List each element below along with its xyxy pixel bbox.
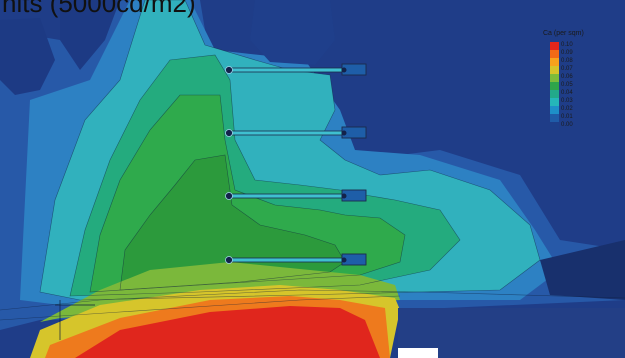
legend-title: Ca (per sqm)	[543, 30, 584, 37]
legend-tick-label: 0.10	[561, 42, 573, 48]
legend-swatch	[550, 74, 559, 82]
legend-tick-label: 0.09	[561, 50, 573, 56]
legend-tick-label: 0.01	[561, 114, 573, 120]
legend-tick-labels: 0.10 0.09 0.08 0.07 0.06 0.05 0.04 0.03 0.02 0.01…	[561, 41, 573, 129]
legend-swatch	[550, 50, 559, 58]
reference-guides	[55, 300, 95, 340]
legend-swatch	[550, 82, 559, 90]
legend-tick-label: 0.05	[561, 82, 573, 88]
luminaire-pole-right	[341, 67, 347, 73]
legend-tick-label: 0.03	[561, 98, 573, 104]
legend-swatch	[550, 66, 559, 74]
luminaire-pole-right	[341, 130, 347, 136]
luminaire-pole-left	[225, 256, 233, 264]
luminaire-bar	[231, 257, 345, 263]
legend-swatch	[550, 58, 559, 66]
contour-band-deep-blue-upper	[60, 0, 120, 70]
legend-swatch	[550, 114, 559, 122]
page-title: nits (5000cd/m2)	[2, 0, 196, 18]
isoline-inner	[119, 154, 346, 291]
isoline-teal	[69, 54, 461, 297]
legend-color-bar	[550, 42, 559, 130]
legend-tick-label: 0.07	[561, 66, 573, 72]
luminaire-row-2	[225, 126, 367, 139]
luminaire-pole-left	[225, 192, 233, 200]
isoline-floor-1	[0, 289, 625, 311]
legend-tick-label: 0.06	[561, 74, 573, 80]
luminaire-row-1	[225, 63, 367, 76]
floor-edge-marker	[398, 348, 438, 358]
contour-band-red	[75, 306, 380, 358]
contour-band-dark-green	[120, 155, 345, 290]
luminaire-row-3	[225, 189, 367, 202]
legend-tick-label: 0.08	[561, 58, 573, 64]
luminaire-pole-left	[225, 66, 233, 74]
luminaire-pole-left	[225, 129, 233, 137]
legend-swatch	[550, 122, 559, 130]
luminaire-pole-right	[341, 257, 347, 263]
legend-tick-label: 0.00	[561, 122, 573, 128]
legend-swatch	[550, 90, 559, 98]
isoline-green	[89, 94, 406, 293]
isoline-outer	[39, 0, 541, 301]
contour-band-deep-blue-left	[0, 18, 55, 95]
legend-tick-label: 0.02	[561, 106, 573, 112]
luminaire-pole-right	[341, 193, 347, 199]
legend-swatch	[550, 42, 559, 50]
legend-swatch	[550, 98, 559, 106]
legend-tick-label: 0.04	[561, 90, 573, 96]
contour-band-right-dark	[540, 240, 625, 300]
color-scale-legend: Ca (per sqm) 0.10 0.09 0.08 0.07 0.06 0.05 0.0…	[540, 30, 600, 142]
luminaire-bar	[231, 193, 345, 199]
luminaire-bar	[231, 130, 345, 136]
legend-swatch	[550, 106, 559, 114]
contour-band-deep-blue-mid	[250, 0, 335, 65]
luminaire-bar	[231, 67, 345, 73]
luminaire-row-4	[225, 253, 367, 266]
